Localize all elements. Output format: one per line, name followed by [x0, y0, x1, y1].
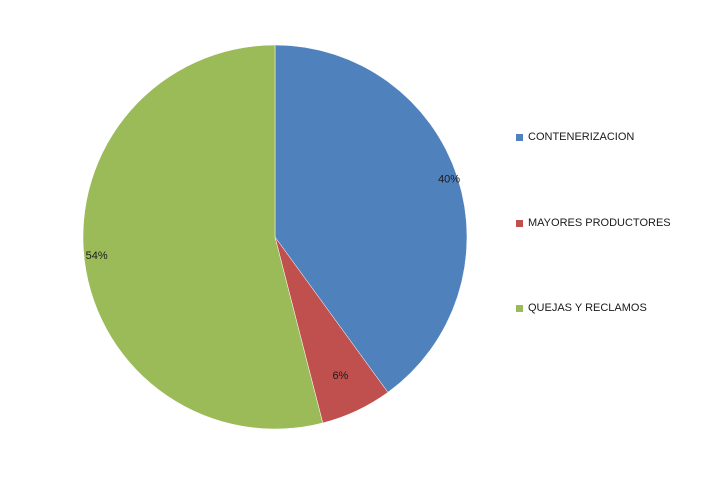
legend-item-quejas-y-reclamos: QUEJAS Y RECLAMOS — [516, 298, 647, 318]
data-label-contenerizacion: 40% — [438, 173, 460, 185]
pie-slice-quejas-y-reclamos — [82, 44, 324, 430]
legend-swatch — [516, 219, 523, 227]
data-label-mayores-productores: 6% — [332, 370, 348, 382]
legend-item-contenerizacion: CONTENERIZACION — [516, 127, 634, 147]
pie-slice-contenerizacion — [274, 44, 468, 393]
legend-swatch — [516, 133, 523, 141]
legend-item-mayores-productores: MAYORES PRODUCTORES — [516, 213, 671, 233]
legend-label: CONTENERIZACION — [528, 131, 635, 143]
legend-swatch — [516, 304, 523, 312]
legend-label: MAYORES PRODUCTORES — [528, 217, 671, 229]
legend-label: QUEJAS Y RECLAMOS — [528, 302, 647, 314]
pie-slices — [82, 44, 468, 430]
pie-data-labels: 40% 6% 54% — [86, 173, 461, 381]
data-label-quejas-y-reclamos: 54% — [86, 250, 108, 262]
